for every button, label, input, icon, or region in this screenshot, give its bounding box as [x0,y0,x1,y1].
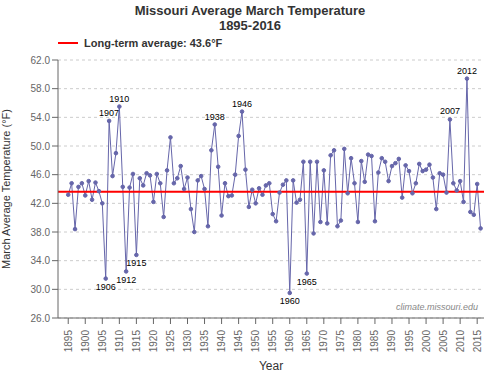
svg-text:1905: 1905 [97,330,108,353]
svg-text:1900: 1900 [80,330,91,353]
svg-text:1906: 1906 [96,282,116,292]
svg-text:34.0: 34.0 [31,255,51,266]
svg-text:1975: 1975 [335,330,346,353]
svg-text:1912: 1912 [116,275,136,285]
svg-text:2000: 2000 [421,330,432,353]
svg-text:62.0: 62.0 [31,55,51,66]
svg-text:54.0: 54.0 [31,112,51,123]
svg-text:1938: 1938 [205,112,225,122]
svg-text:1910: 1910 [109,94,129,104]
svg-text:1925: 1925 [165,330,176,353]
svg-text:46.0: 46.0 [31,169,51,180]
svg-text:1960: 1960 [284,330,295,353]
svg-text:1915: 1915 [126,258,146,268]
svg-text:2012: 2012 [457,66,477,76]
svg-text:1895: 1895 [63,330,74,353]
svg-text:1965: 1965 [297,277,317,287]
svg-text:1960: 1960 [280,296,300,306]
svg-text:1950: 1950 [250,330,261,353]
svg-text:50.0: 50.0 [31,141,51,152]
svg-text:1946: 1946 [232,99,252,109]
svg-text:1940: 1940 [216,330,227,353]
html-text:climate.missouri.edu: climate.missouri.edu [396,302,478,312]
svg-text:1907: 1907 [99,108,119,118]
svg-text:1915: 1915 [131,330,142,353]
svg-text:2015: 2015 [472,330,483,353]
svg-text:Year: Year [259,359,283,373]
svg-text:1910: 1910 [114,330,125,353]
svg-text:1945: 1945 [233,330,244,353]
svg-text:1920: 1920 [148,330,159,353]
svg-text:2007: 2007 [440,106,460,116]
svg-text:1965: 1965 [301,330,312,353]
svg-text:38.0: 38.0 [31,227,51,238]
html-text:Long-term average: 43.6°F: Long-term average: 43.6°F [84,37,223,49]
svg-text:1995: 1995 [404,330,415,353]
svg-text:1990: 1990 [386,330,397,353]
svg-text:1935: 1935 [199,330,210,353]
svg-text:30.0: 30.0 [31,284,51,295]
svg-text:2005: 2005 [438,330,449,353]
svg-text:42.0: 42.0 [31,198,51,209]
html-text:1895-2016: 1895-2016 [218,18,282,33]
svg-text:1970: 1970 [318,330,329,353]
svg-text:2010: 2010 [455,330,466,353]
svg-text:58.0: 58.0 [31,83,51,94]
svg-text:1980: 1980 [352,330,363,353]
svg-text:1955: 1955 [267,330,278,353]
svg-text:1985: 1985 [369,330,380,353]
svg-text:26.0: 26.0 [31,313,51,324]
svg-text:March Average Temperature (°F): March Average Temperature (°F) [8,109,12,269]
html-text:Missouri Average March Tempera: Missouri Average March Temperature [134,3,366,18]
svg-text:1930: 1930 [182,330,193,353]
